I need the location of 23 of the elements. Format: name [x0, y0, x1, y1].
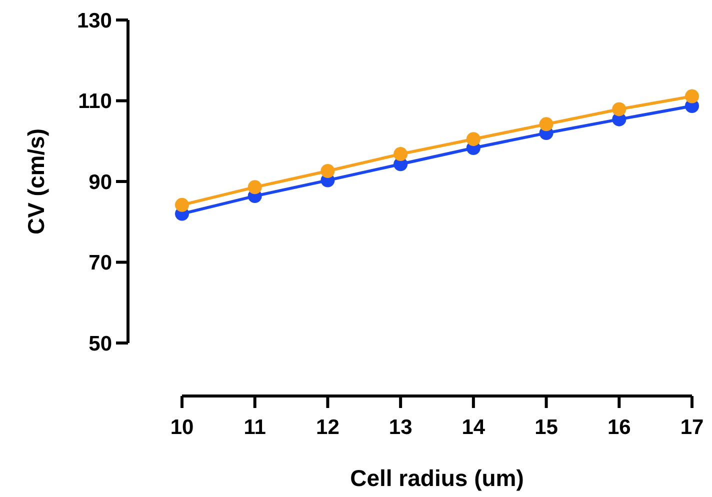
point — [175, 198, 189, 212]
point — [612, 102, 626, 116]
y-tick-label: 90 — [88, 170, 112, 194]
y-tick-label: 110 — [78, 90, 112, 114]
y-tick-label: 130 — [76, 9, 112, 32]
point — [539, 117, 554, 132]
y-axis-title: CV (cm/s) — [23, 128, 49, 235]
point — [394, 147, 408, 162]
x-tick-label: 11 — [244, 416, 266, 439]
point — [685, 89, 699, 104]
x-axis-title: Cell radius (um) — [350, 465, 524, 491]
point — [466, 132, 480, 146]
x-tick-label: 15 — [534, 416, 558, 439]
x-tick-label: 17 — [680, 416, 704, 439]
x-tick-label: 13 — [388, 416, 412, 439]
x-tick-label: 16 — [607, 416, 631, 439]
point — [248, 180, 262, 194]
y-tick-label: 50 — [88, 332, 112, 356]
x-tick-label: 12 — [316, 416, 340, 439]
x-tick-label: 14 — [462, 416, 486, 439]
x-tick-label: 10 — [170, 416, 194, 439]
y-tick-label: 70 — [88, 252, 112, 275]
point — [320, 164, 335, 178]
